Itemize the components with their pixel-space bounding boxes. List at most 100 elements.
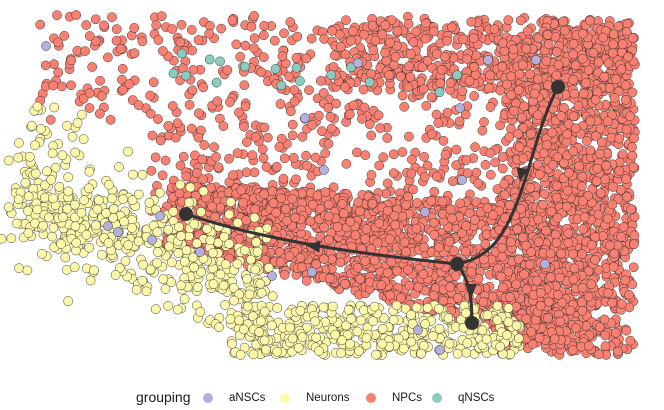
npcs-point — [279, 28, 289, 39]
npcs-point — [287, 130, 298, 141]
npcs-point — [240, 101, 251, 112]
npcs-point — [604, 240, 615, 251]
npcs-point — [551, 238, 562, 248]
neurons-point — [84, 166, 95, 177]
neurons-point — [179, 294, 190, 304]
npcs-point — [445, 204, 456, 215]
npcs-point — [348, 100, 359, 111]
npcs-point — [568, 249, 578, 259]
npcs-point — [366, 69, 376, 79]
npcs-point — [346, 35, 356, 46]
neurons-point — [220, 259, 231, 270]
npcs-point — [570, 123, 581, 134]
npcs-point — [586, 240, 597, 250]
npcs-point — [278, 173, 289, 184]
npcs-point — [284, 71, 294, 82]
npcs-point — [534, 169, 545, 180]
neurons-point — [14, 263, 24, 274]
neurons-point — [128, 169, 138, 180]
neurons-point — [160, 284, 171, 294]
npcs-point — [355, 274, 366, 285]
npcs-point — [541, 56, 552, 66]
npcs-point — [506, 71, 516, 82]
npcs-point — [577, 305, 588, 316]
npcs-point — [397, 90, 408, 101]
npcs-point — [420, 33, 431, 44]
npcs-point — [250, 132, 261, 143]
npcs-point — [426, 129, 437, 139]
npcs-point — [198, 82, 209, 93]
neurons-point — [192, 282, 203, 292]
npcs-point — [620, 275, 631, 286]
npcs-point — [408, 37, 419, 47]
npcs-point — [145, 108, 156, 119]
npcs-point — [375, 123, 386, 133]
npcs-point — [390, 219, 401, 230]
npcs-point — [301, 53, 312, 64]
npcs-point — [241, 137, 252, 147]
npcs-point — [193, 132, 204, 143]
npcs-point — [431, 109, 442, 120]
npcs-point — [577, 53, 588, 64]
npcs-point — [568, 49, 579, 60]
neurons-point — [131, 284, 142, 295]
neurons-point — [267, 320, 277, 331]
npcs-point — [340, 49, 351, 60]
npcs-point — [477, 125, 488, 136]
npcs-point — [116, 43, 126, 54]
npcs-point — [535, 288, 546, 298]
npcs-point — [607, 297, 618, 308]
neurons-point — [225, 197, 236, 207]
neurons-point — [144, 197, 155, 208]
npcs-point — [542, 29, 553, 40]
neurons-point — [13, 152, 24, 163]
npcs-point — [442, 107, 453, 118]
npcs-point — [609, 93, 620, 103]
npcs-point — [277, 51, 288, 62]
npcs-point — [608, 182, 618, 192]
npcs-point — [485, 169, 496, 180]
npcs-point — [186, 123, 197, 134]
npcs-point — [530, 315, 541, 325]
npcs-point — [340, 82, 351, 92]
npcs-point — [307, 199, 318, 210]
neurons-point — [263, 262, 274, 273]
npcs-point — [326, 123, 337, 134]
npcs-point — [497, 61, 508, 72]
neurons-point — [175, 179, 186, 190]
npcs-point — [563, 167, 574, 178]
npcs-point — [385, 290, 395, 301]
npcs-point — [385, 37, 395, 48]
npcs-point — [433, 118, 444, 128]
npcs-point — [124, 79, 135, 89]
npcs-point — [594, 349, 604, 360]
npcs-point — [554, 272, 565, 283]
npcs-point — [577, 282, 588, 293]
npcs-point — [355, 206, 365, 217]
npcs-point — [87, 62, 98, 72]
npcs-point — [176, 19, 187, 30]
npcs-point — [341, 159, 352, 169]
npcs-point — [49, 59, 59, 70]
neurons-point — [152, 247, 163, 257]
npcs-point — [618, 222, 629, 232]
npcs-point — [227, 15, 238, 26]
npcs-point — [359, 102, 370, 113]
npcs-point — [578, 88, 589, 99]
npcs-point — [551, 192, 562, 203]
neurons-point — [141, 286, 152, 297]
npcs-point — [247, 150, 258, 161]
npcs-point — [295, 252, 306, 263]
npcs-point — [163, 121, 174, 131]
npcs-point — [129, 23, 140, 33]
npcs-point — [517, 112, 527, 123]
neurons-point — [173, 248, 184, 258]
npcs-point — [616, 232, 626, 242]
neurons-point — [239, 245, 250, 256]
npcs-point — [579, 212, 590, 222]
npcs-point — [512, 224, 523, 235]
neurons-point — [202, 224, 212, 234]
npcs-point — [297, 131, 308, 142]
neurons-point — [0, 233, 7, 244]
npcs-point — [289, 96, 300, 107]
